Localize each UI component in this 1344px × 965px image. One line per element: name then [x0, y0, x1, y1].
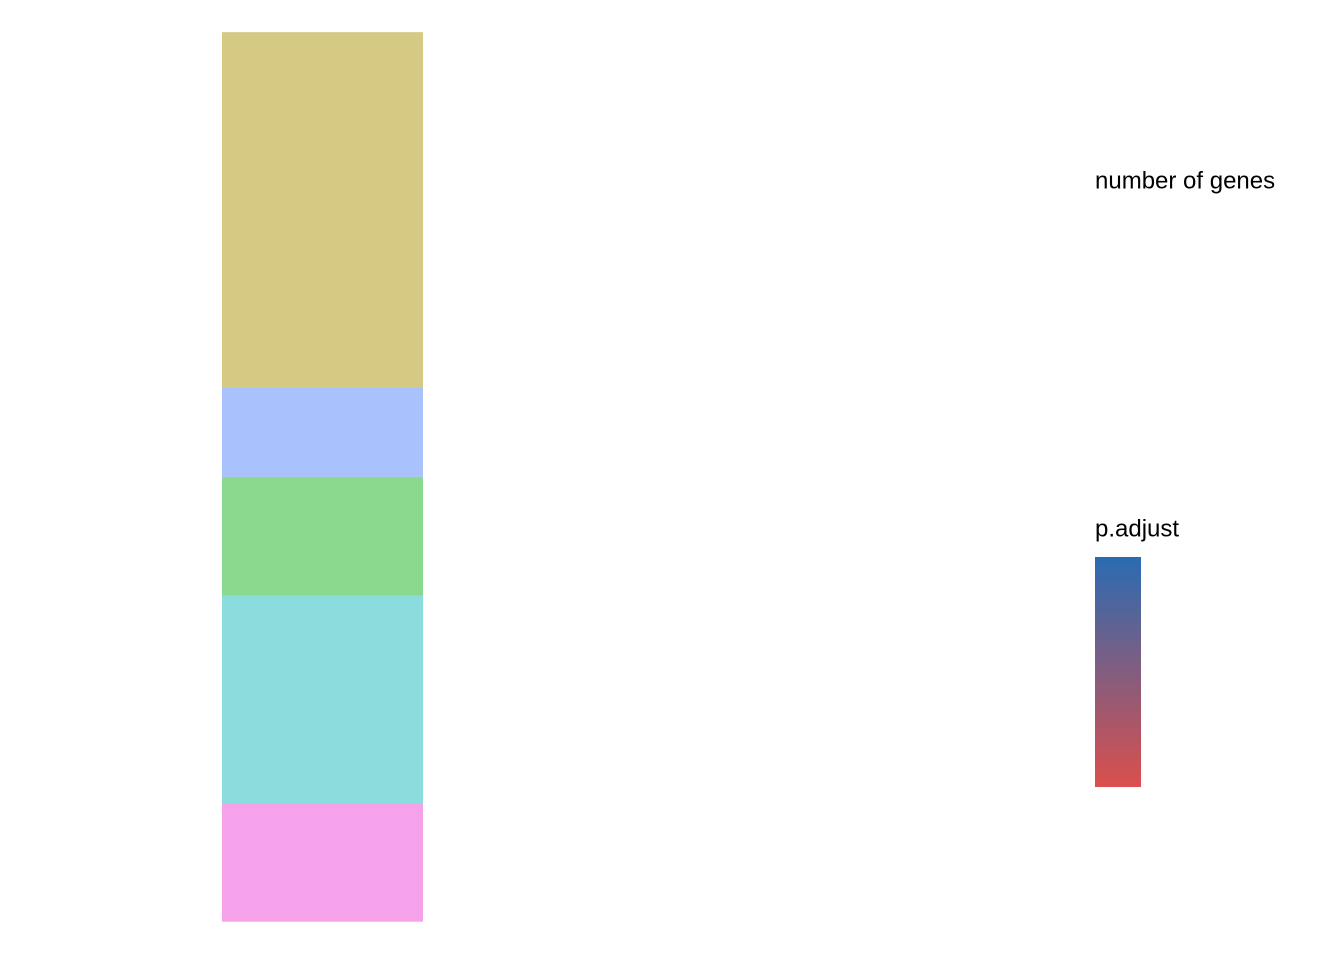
cluster-backgrounds [222, 32, 423, 922]
cluster-background [222, 387, 423, 477]
legend-title: p.adjust [1095, 515, 1179, 542]
colorbar [1095, 557, 1141, 787]
cluster-background [222, 803, 423, 922]
legend: number of genes p.adjust [1095, 167, 1275, 787]
cluster-background [222, 595, 423, 804]
cluster-background [222, 476, 423, 596]
legend-title: number of genes [1095, 167, 1275, 194]
cluster-background [222, 32, 423, 388]
